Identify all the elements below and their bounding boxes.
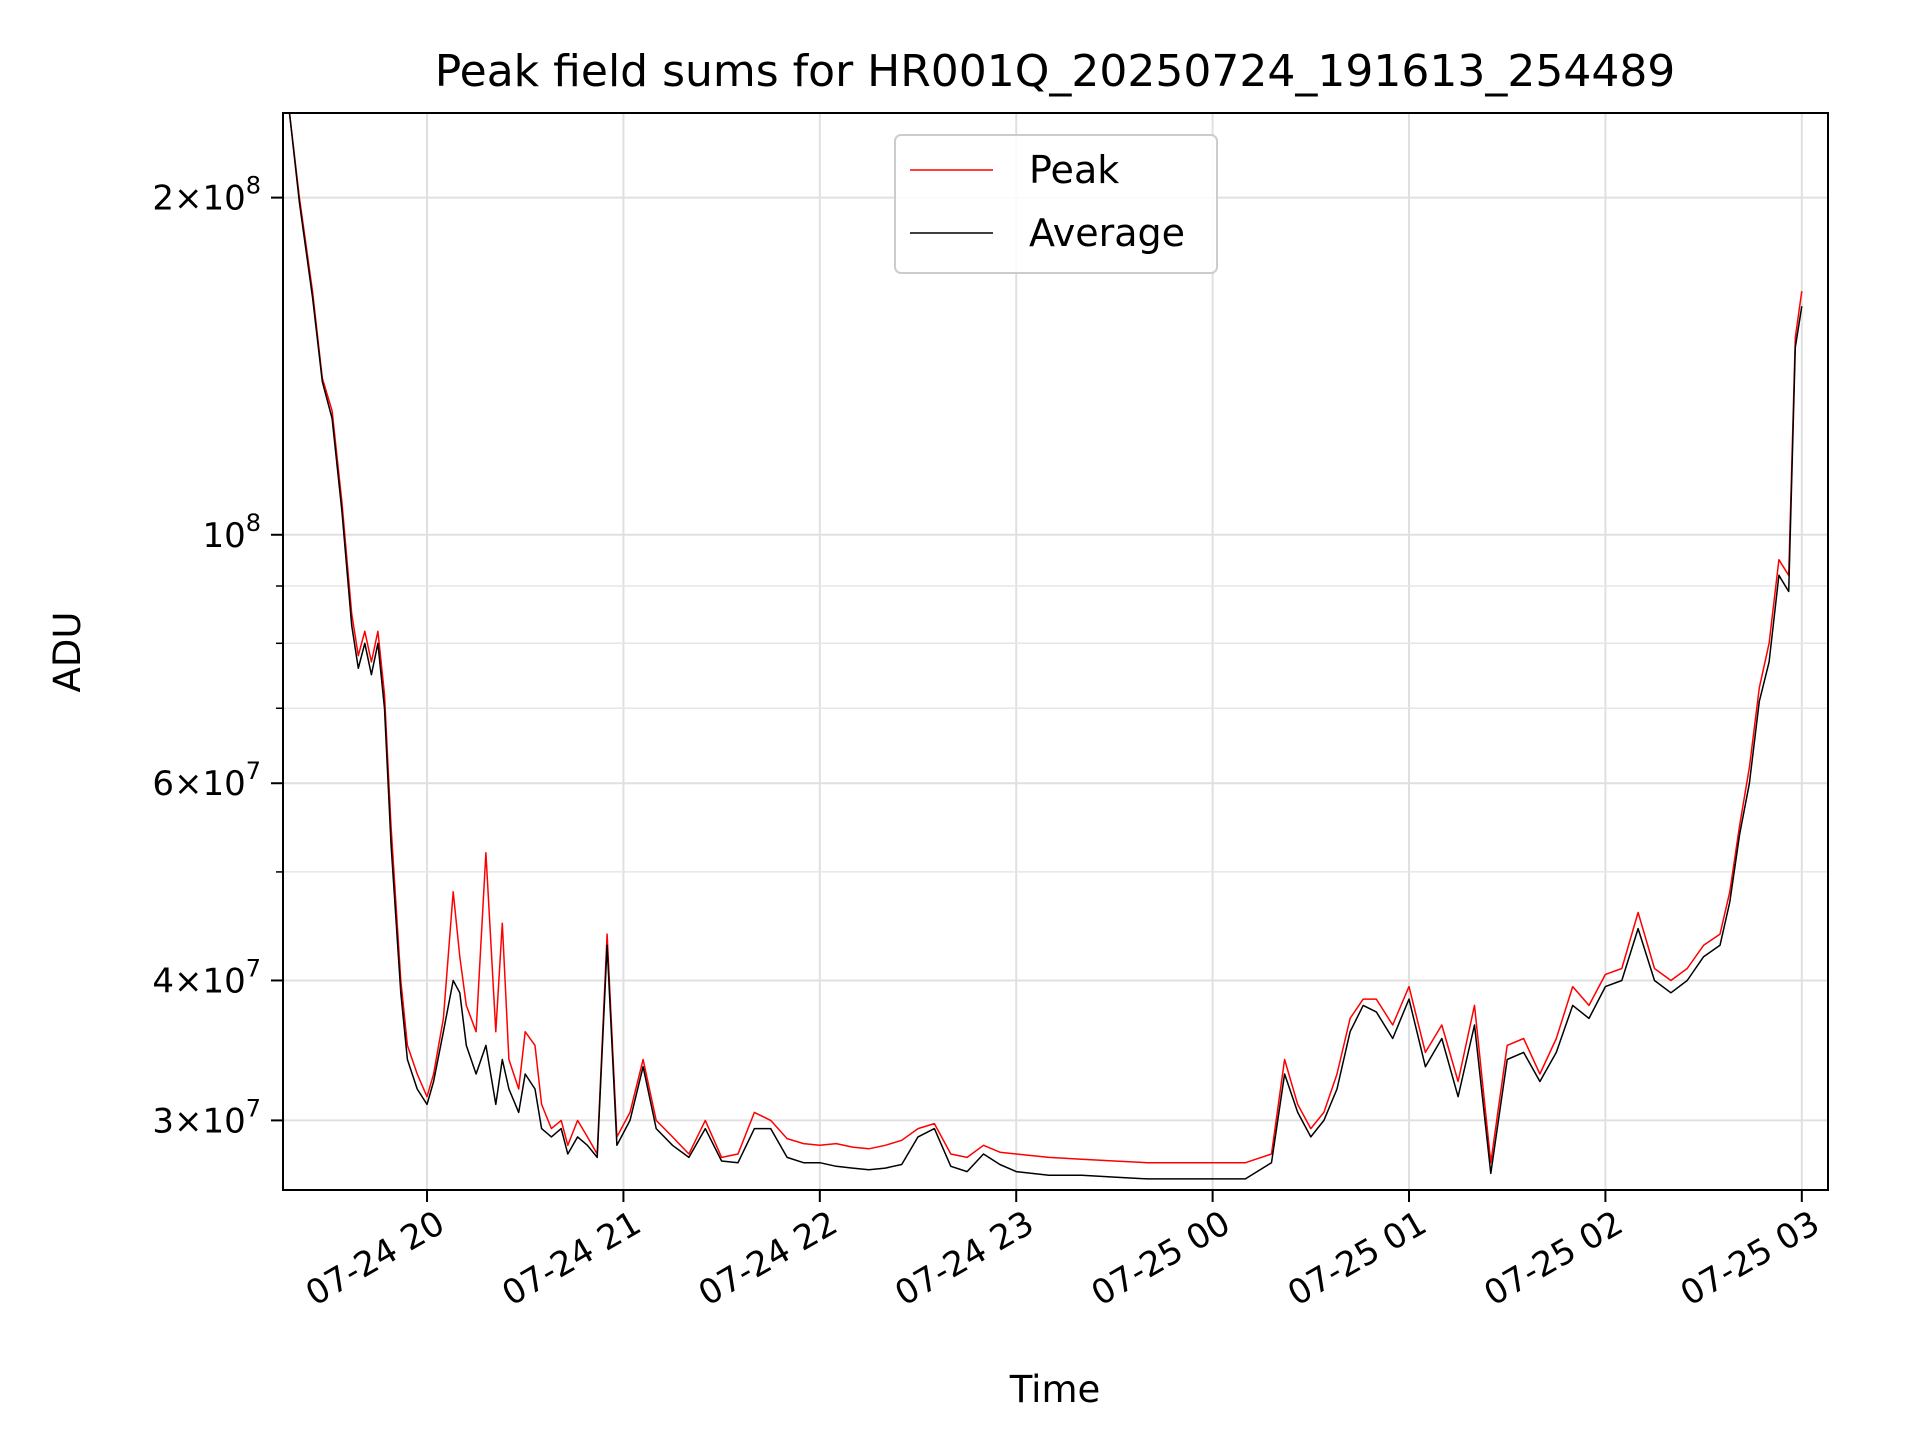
legend: Peak Average — [894, 134, 1218, 274]
y-tick-label: 4×107 — [152, 954, 261, 1001]
x-axis-label: Time — [1009, 1368, 1101, 1411]
y-tick-label: 108 — [202, 509, 261, 556]
series-line-peak — [283, 113, 1803, 1164]
y-tick-label: 2×108 — [152, 172, 261, 219]
series-line-average — [283, 113, 1803, 1180]
legend-peak-label: Peak — [1029, 148, 1119, 192]
series-layer — [283, 113, 1803, 1180]
y-axis-label: ADU — [46, 612, 89, 693]
chart-title: Peak field sums for HR001Q_20250724_1916… — [435, 46, 1676, 97]
y-tick-label: 3×107 — [152, 1094, 261, 1141]
plot-frame — [282, 112, 1829, 1191]
legend-average-label: Average — [1029, 211, 1185, 255]
y-tick-label: 6×107 — [152, 757, 261, 804]
